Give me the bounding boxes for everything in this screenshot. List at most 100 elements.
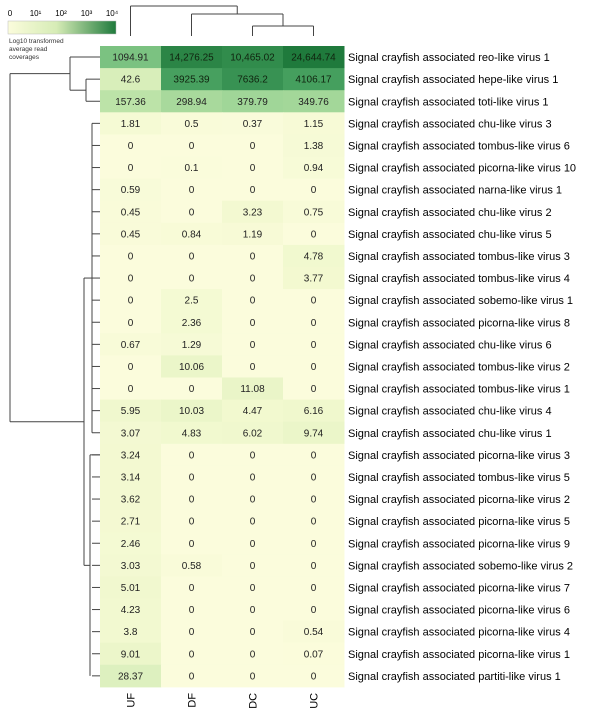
legend-color-bar	[8, 21, 116, 34]
cell-value-label: 0	[311, 340, 317, 351]
row-label: Signal crayfish associated chu-like viru…	[348, 406, 552, 418]
cell-value-label: 0	[250, 561, 256, 572]
cell-value-label: 24,644.74	[291, 53, 336, 64]
cell-value-label: 0	[189, 671, 195, 682]
cell-value-label: 0	[128, 251, 134, 262]
cell-value-label: 3.14	[121, 472, 141, 483]
cell-value-label: 42.6	[121, 75, 141, 86]
cell-value-label: 3.8	[124, 627, 138, 638]
row-label: Signal crayfish associated tombus-like v…	[348, 361, 570, 373]
cell-value-label: 0	[250, 163, 256, 174]
cell-value-label: 10.06	[179, 362, 204, 373]
cell-value-label: 0	[311, 561, 317, 572]
cell-value-label: 0	[250, 539, 256, 550]
row-label: Signal crayfish associated sobemo-like v…	[348, 295, 573, 307]
legend-title-line: coverages	[9, 54, 40, 61]
cell-value-label: 0	[311, 362, 317, 373]
cell-value-label: 1.15	[304, 119, 324, 130]
cell-value-label: 0	[311, 671, 317, 682]
column-label: UC	[309, 693, 321, 709]
row-label: Signal crayfish associated reo-like viru…	[348, 52, 550, 64]
cell-value-label: 0	[250, 583, 256, 594]
cell-value-label: 0	[189, 583, 195, 594]
row-label: Signal crayfish associated picorna-like …	[348, 317, 570, 329]
cell-value-label: 298.94	[176, 97, 207, 108]
legend-tick-label: 10⁴	[106, 9, 119, 18]
cell-value-label: 3.77	[304, 274, 324, 285]
cell-value-label: 0	[311, 185, 317, 196]
cell-value-label: 1.29	[182, 340, 202, 351]
cell-value-label: 0	[189, 207, 195, 218]
cell-value-label: 0.07	[304, 649, 324, 660]
cell-value-label: 0	[128, 384, 134, 395]
column-label: DF	[187, 693, 199, 708]
row-label: Signal crayfish associated picorna-like …	[348, 582, 570, 594]
cell-value-label: 0	[311, 296, 317, 307]
cell-value-label: 0.67	[121, 340, 141, 351]
column-label: UF	[126, 693, 138, 708]
row-label: Signal crayfish associated tombus-like v…	[348, 251, 570, 263]
cell-value-label: 0	[189, 185, 195, 196]
cell-value-label: 0	[128, 141, 134, 152]
cell-value-label: 5.95	[121, 406, 141, 417]
cell-value-label: 4106.17	[295, 75, 332, 86]
row-label: Signal crayfish associated partiti-like …	[348, 671, 561, 683]
cell-value-label: 0.75	[304, 207, 324, 218]
cell-value-label: 0	[250, 340, 256, 351]
row-dendrogram	[10, 57, 100, 676]
cell-value-label: 0.84	[182, 229, 202, 240]
cell-value-label: 1094.91	[112, 53, 149, 64]
cell-value-label: 0.5	[185, 119, 199, 130]
cell-value-label: 0.58	[182, 561, 202, 572]
row-label: Signal crayfish associated picorna-like …	[348, 450, 570, 462]
cell-value-label: 2.71	[121, 517, 141, 528]
cell-value-label: 0	[189, 605, 195, 616]
cell-value-label: 11.08	[240, 384, 265, 395]
cell-value-label: 379.79	[237, 97, 268, 108]
cell-value-label: 0.45	[121, 207, 141, 218]
row-label: Signal crayfish associated picorna-like …	[348, 163, 576, 175]
row-label: Signal crayfish associated chu-like viru…	[348, 118, 552, 130]
cell-value-label: 0.59	[121, 185, 141, 196]
legend-tick-label: 10¹	[30, 9, 42, 18]
cell-value-label: 0	[311, 450, 317, 461]
cell-value-label: 0.45	[121, 229, 141, 240]
cell-value-label: 0	[250, 450, 256, 461]
cell-value-label: 3.23	[243, 207, 263, 218]
cell-value-label: 6.16	[304, 406, 324, 417]
cell-value-label: 0	[250, 495, 256, 506]
cell-value-label: 0	[250, 141, 256, 152]
cell-value-label: 1.38	[304, 141, 324, 152]
cell-value-label: 0	[189, 450, 195, 461]
legend-title-line: average read	[9, 46, 48, 53]
row-label: Signal crayfish associated chu-like viru…	[348, 339, 552, 351]
cell-value-label: 0	[311, 539, 317, 550]
cell-value-label: 0.54	[304, 627, 324, 638]
cell-value-label: 0	[311, 517, 317, 528]
cell-value-label: 0	[250, 251, 256, 262]
cell-value-label: 2.46	[121, 539, 141, 550]
cell-value-label: 5.01	[121, 583, 141, 594]
row-label: Signal crayfish associated tombus-like v…	[348, 472, 570, 484]
cell-value-label: 3.24	[121, 450, 141, 461]
cell-value-label: 0	[311, 495, 317, 506]
cell-value-label: 0	[128, 362, 134, 373]
cell-value-label: 0	[189, 649, 195, 660]
cell-value-label: 3925.39	[173, 75, 210, 86]
cell-value-label: 0	[128, 296, 134, 307]
cell-value-label: 0	[250, 627, 256, 638]
cell-value-label: 0	[189, 539, 195, 550]
heatmap-cells: 1094.91 14,276.25 10,465.02 24,644.7442.6 39…	[100, 46, 345, 687]
cell-value-label: 349.76	[298, 97, 329, 108]
cell-value-label: 0.94	[304, 163, 324, 174]
cell-value-label: 10,465.02	[230, 53, 275, 64]
cell-value-label: 28.37	[118, 671, 143, 682]
row-label: Signal crayfish associated chu-like viru…	[348, 229, 552, 241]
cell-value-label: 2.5	[185, 296, 199, 307]
row-label: Signal crayfish associated picorna-like …	[348, 605, 570, 617]
cell-value-label: 0	[250, 671, 256, 682]
cell-value-label: 7636.2	[237, 75, 268, 86]
column-labels: UF DF DC UC	[126, 693, 321, 709]
